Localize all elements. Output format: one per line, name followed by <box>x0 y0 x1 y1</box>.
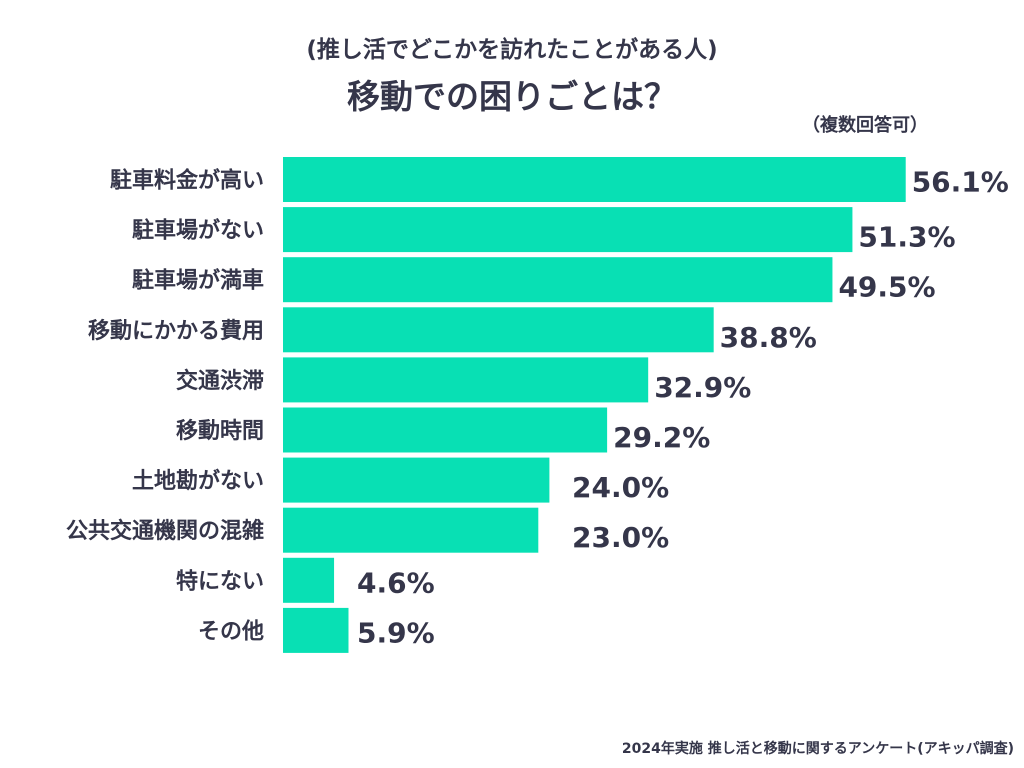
category-label: 移動にかかる費用 <box>88 318 264 344</box>
bar <box>283 507 539 553</box>
bar <box>283 157 906 202</box>
value-label: 24.0% <box>572 471 669 504</box>
value-label: 56.1% <box>912 166 1009 199</box>
bar <box>283 407 608 453</box>
bar <box>283 457 550 503</box>
source-note: 2024年実施 推し活と移動に関するアンケート(アキッパ調査) <box>621 741 1014 757</box>
value-label: 32.9% <box>654 371 751 404</box>
chart-subtitle: (推し活でどこかを訪れたことがある人) <box>306 37 718 63</box>
category-label: 交通渋滞 <box>176 368 264 394</box>
bar <box>283 357 649 403</box>
category-label: 土地勘がない <box>132 468 264 494</box>
bar <box>283 307 714 353</box>
bar <box>283 557 335 603</box>
category-label: 駐車料金が高い <box>110 168 264 194</box>
value-label: 4.6% <box>357 566 435 599</box>
chart-title: 移動での困りごとは？ <box>347 77 677 116</box>
value-label: 29.2% <box>613 421 710 454</box>
value-label: 23.0% <box>572 521 669 554</box>
multiple-answer-note: （複数回答可） <box>802 115 928 136</box>
value-label: 51.3% <box>858 221 955 254</box>
value-label: 38.8% <box>720 321 817 354</box>
bar <box>283 207 853 253</box>
bar <box>283 607 349 653</box>
category-label: 特にない <box>176 568 264 594</box>
category-label: 駐車場が満車 <box>132 268 264 294</box>
bar <box>283 257 833 303</box>
category-label: その他 <box>198 619 264 644</box>
category-label: 移動時間 <box>176 418 264 444</box>
value-label: 49.5% <box>838 271 935 304</box>
value-label: 5.9% <box>357 616 435 649</box>
category-label: 駐車場がない <box>132 218 264 244</box>
category-label: 公共交通機関の混雑 <box>66 518 264 544</box>
